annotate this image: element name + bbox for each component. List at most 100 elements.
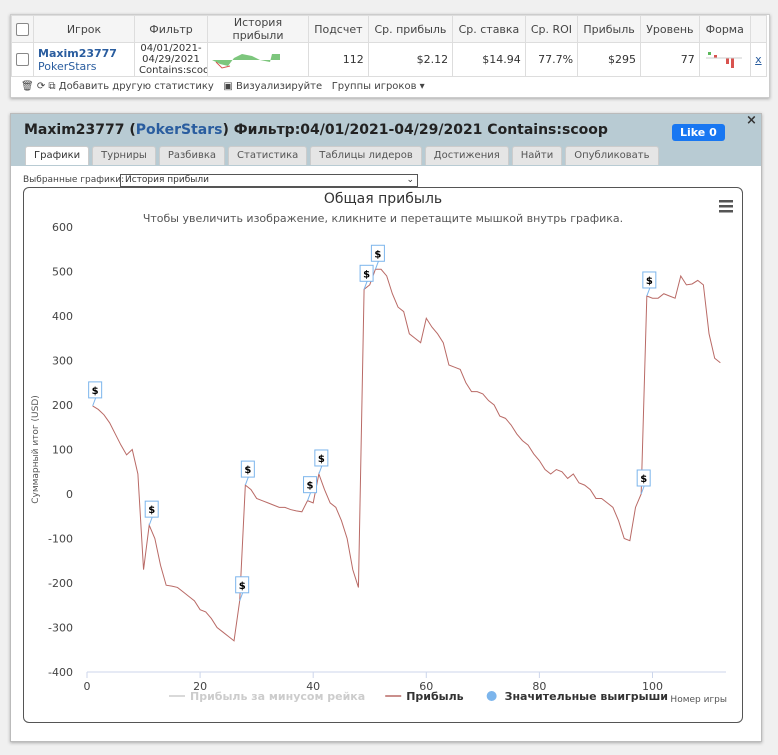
y-axis-title: Суммарный итог (USD) xyxy=(31,395,41,504)
chart-title: Общая прибыль xyxy=(324,191,442,207)
marker-label: $ xyxy=(318,454,325,465)
marker-flag xyxy=(636,469,651,487)
filter: Фильтр:04/01/2021-04/29/2021 Contains:sc… xyxy=(233,122,608,138)
marker: $ xyxy=(642,271,657,297)
marker-flag xyxy=(370,244,385,262)
y-tick-label: -200 xyxy=(48,577,73,590)
visualize[interactable]: Визуализируйте xyxy=(235,81,323,92)
legend-item[interactable]: Значительные выигрыши xyxy=(486,690,668,703)
marker-flag xyxy=(303,476,318,494)
stats-table: Игрок Фильтр История прибыли Подсчет Ср. при… xyxy=(11,15,768,77)
select-label: Выбранные графики: xyxy=(23,175,125,185)
menu-bar xyxy=(719,200,733,203)
marker: $ xyxy=(314,449,329,475)
col: Фильтр xyxy=(134,15,208,43)
cell: $295 xyxy=(577,42,642,77)
x-tick-label: 80 xyxy=(532,680,546,693)
form-bars xyxy=(705,52,742,68)
site[interactable]: PokerStars xyxy=(135,122,223,138)
x-tick-label: 100 xyxy=(642,680,663,693)
cell: 77 xyxy=(640,42,700,77)
y-tick-label: 300 xyxy=(52,355,73,368)
marker-label: $ xyxy=(92,386,99,397)
checkbox[interactable] xyxy=(16,22,29,36)
marker-stem xyxy=(307,492,312,501)
marker: $ xyxy=(359,264,374,290)
tab[interactable]: Разбивка xyxy=(158,146,226,165)
legend-item[interactable]: Прибыль за минусом рейка xyxy=(169,690,365,703)
marker-label: $ xyxy=(363,269,370,280)
marker-stem xyxy=(244,476,249,486)
y-tick-label: 0 xyxy=(66,488,73,501)
marker-stem xyxy=(92,397,97,407)
player: Maxim23777 xyxy=(24,122,125,138)
x-axis-title: Номер игры xyxy=(670,695,727,705)
y-tick-label: 500 xyxy=(52,266,73,279)
col: Ср. ставка xyxy=(452,15,526,43)
marker: $ xyxy=(636,469,651,495)
filter: 04/01/2021- xyxy=(140,43,202,55)
menu-bar xyxy=(719,205,733,208)
groups[interactable]: Группы игроков xyxy=(331,81,417,92)
legend-symbol xyxy=(486,691,497,701)
col: История прибыли xyxy=(207,15,309,43)
checkbox[interactable] xyxy=(16,53,29,67)
marker-label: $ xyxy=(239,581,246,592)
menu-bar xyxy=(719,210,733,213)
y-tick-label: -300 xyxy=(48,622,73,635)
select[interactable]: История прибыли ⌄ xyxy=(120,174,418,187)
y-tick-label: 600 xyxy=(52,221,73,234)
y-tick-label: 200 xyxy=(52,399,73,412)
marker: $ xyxy=(303,476,318,501)
site[interactable]: PokerStars xyxy=(38,59,97,73)
close[interactable]: × xyxy=(746,113,757,128)
y-tick-label: 400 xyxy=(52,310,73,323)
legend-label: Прибыль за минусом рейка xyxy=(190,690,365,703)
marker-stem xyxy=(646,287,651,297)
marker-label: $ xyxy=(640,474,647,485)
marker-stem xyxy=(148,516,153,526)
select-value: История прибыли xyxy=(125,175,209,185)
tab[interactable]: Турниры xyxy=(92,146,156,165)
tab[interactable]: Таблицы лидеров xyxy=(310,146,422,165)
col: Ср. прибыль xyxy=(367,15,454,43)
marker-stem xyxy=(318,465,323,475)
marker-stem xyxy=(374,261,379,270)
x-tick-label: 0 xyxy=(84,680,91,693)
tab[interactable]: Статистика xyxy=(228,146,308,165)
y-tick-label: -400 xyxy=(48,666,73,679)
x-tick-label: 60 xyxy=(419,680,433,693)
add-stat[interactable]: Добавить другую статистику xyxy=(58,81,214,92)
marker: $ xyxy=(240,460,255,486)
chart-subtitle: Чтобы увеличить изображение, кликните и … xyxy=(143,212,623,225)
marker-stem xyxy=(239,592,244,601)
player[interactable]: Maxim23777 xyxy=(38,46,117,60)
remove[interactable]: x xyxy=(749,42,768,77)
legend-label: Значительные выигрыши xyxy=(505,690,668,703)
marker-label: $ xyxy=(148,505,155,516)
marker-flag xyxy=(642,271,657,289)
menu[interactable] xyxy=(719,200,733,213)
y-tick-label: 100 xyxy=(52,444,73,457)
chart-box: Общая прибыль Чтобы увеличить изображение… xyxy=(23,187,743,723)
marker-flag xyxy=(235,576,250,594)
tab[interactable]: Найти xyxy=(511,146,563,165)
col: Форма xyxy=(698,15,751,43)
like-button[interactable]: Like 0 xyxy=(672,124,725,141)
cell: 112 xyxy=(308,42,369,77)
marker: $ xyxy=(144,500,159,526)
marker-label: $ xyxy=(244,465,251,476)
legend-item[interactable]: Прибыль xyxy=(385,690,464,703)
tab[interactable]: Опубликовать xyxy=(565,146,659,165)
cell: $2.12 xyxy=(367,42,454,77)
cell: $14.94 xyxy=(452,42,526,77)
filter: Contains:scoop xyxy=(139,65,207,76)
tab[interactable]: Графики xyxy=(25,146,90,165)
marker-label: $ xyxy=(646,276,653,287)
marker-flag xyxy=(359,264,374,282)
col: Игрок xyxy=(33,15,135,43)
x-tick-label: 20 xyxy=(193,680,207,693)
tab[interactable]: Достижения xyxy=(424,146,509,165)
tabs: Графики Турниры Разбивка Статистика Таблицы … xyxy=(25,146,662,165)
marker-flag xyxy=(314,449,329,467)
